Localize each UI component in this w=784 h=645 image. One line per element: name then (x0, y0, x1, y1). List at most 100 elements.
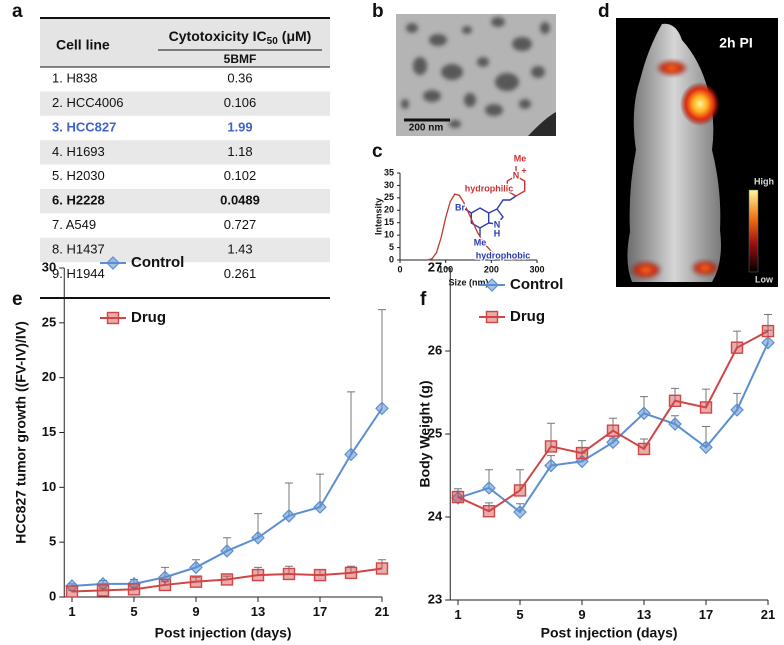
marker (513, 484, 527, 497)
marker (344, 566, 358, 580)
cell-line: 5. H2030 (52, 168, 105, 183)
hot-spot (691, 260, 719, 276)
panel-label: b (372, 1, 384, 22)
marker (251, 568, 265, 582)
cell-line: 9. H1944 (52, 266, 105, 281)
error-bar (764, 313, 772, 332)
y-tick-label: 10 (384, 230, 394, 240)
y-tick-label: 30 (42, 259, 56, 274)
ic50-value: 0.727 (224, 217, 257, 232)
series-line (71, 567, 383, 593)
y-tick-label: 27 (428, 259, 442, 274)
cell-line: 8. H1437 (52, 241, 105, 256)
cell-line: 3. HCC827 (52, 119, 116, 134)
marker (730, 403, 744, 417)
time-label: 2h PI (719, 35, 752, 51)
x-tick-label: 0 (397, 265, 402, 275)
colorbar-low: Low (755, 274, 774, 284)
panel-label: e (12, 289, 23, 310)
y-tick-label: 15 (42, 424, 56, 439)
legend-marker (485, 278, 499, 292)
panel-label: f (420, 289, 427, 310)
series-line (71, 407, 383, 588)
x-tick-label: 300 (529, 265, 544, 275)
table-header: Cytotoxicity IC50 (μM) (169, 28, 312, 47)
panel-label: a (12, 1, 23, 22)
structure-label: Br (455, 202, 465, 212)
y-tick-label: 0 (49, 588, 56, 603)
y-tick-label: 24 (428, 508, 443, 523)
x-tick-label: 13 (637, 607, 651, 622)
marker (699, 401, 713, 414)
marker (189, 575, 203, 588)
header-subscript: 50 (267, 36, 279, 47)
y-tick-label: 5 (49, 534, 56, 549)
cell-line: 1. H838 (52, 71, 98, 86)
marker (544, 440, 558, 453)
y-tick-label: 25 (42, 314, 56, 329)
legend-label: Drug (131, 309, 166, 326)
header-text: Cytotoxicity IC (169, 28, 267, 44)
cell-line: 2. HCC4006 (52, 95, 124, 110)
legend-marker (485, 310, 499, 324)
y-tick-label: 25 (384, 192, 394, 202)
structure-label: N (513, 170, 520, 180)
structure-label: Me (474, 237, 487, 247)
marker (282, 567, 296, 581)
error-bar (285, 565, 293, 574)
marker (220, 573, 234, 586)
error-bar (254, 566, 262, 576)
x-tick-label: 9 (192, 604, 199, 619)
error-bar (378, 309, 386, 409)
marker (668, 394, 682, 407)
ic50-value: 1.99 (227, 119, 252, 134)
y-axis-label: Body Weight (g) (417, 380, 433, 487)
tem-edge (528, 112, 556, 136)
marker (637, 406, 651, 421)
error-bar (671, 387, 679, 401)
tem-image: 200 nm (396, 14, 556, 136)
error-bar (516, 469, 524, 491)
marker (668, 417, 682, 431)
x-tick-label: 1 (454, 607, 461, 622)
y-tick-label: 23 (428, 591, 442, 606)
colorbar-high: High (754, 176, 774, 186)
ic50-value: 0.0489 (220, 193, 260, 208)
legend-label: Control (510, 276, 563, 293)
marker (606, 424, 620, 437)
error-bar (547, 422, 555, 447)
cell-line: 7. A549 (52, 217, 96, 232)
error-bar (609, 417, 617, 431)
y-tick-label: 20 (42, 369, 56, 384)
x-tick-label: 17 (313, 604, 327, 619)
marker (637, 442, 651, 456)
marker (761, 324, 775, 338)
x-tick-label: 9 (578, 607, 585, 622)
marker (158, 578, 172, 592)
ic50-value: 1.18 (227, 144, 252, 159)
marker (313, 568, 327, 582)
x-tick-label: 5 (130, 604, 137, 619)
scale-bar-label: 200 nm (409, 123, 444, 134)
hot-spot (656, 60, 688, 76)
legend-marker (106, 256, 120, 270)
ic50-value: 1.43 (227, 241, 252, 256)
x-tick-label: 200 (484, 265, 499, 275)
chemical-structure (464, 166, 526, 236)
x-tick-label: 100 (438, 265, 453, 275)
series-line (427, 193, 515, 261)
structure-label: hydrophilic (465, 183, 514, 193)
marker (375, 562, 389, 575)
y-axis-label: Intensity (373, 198, 383, 235)
ic50-value: 0.106 (224, 95, 257, 110)
y-tick-label: 20 (384, 205, 394, 215)
x-tick-label: 21 (375, 604, 389, 619)
y-tick-label: 25 (428, 425, 442, 440)
table: Cell line Cytotoxicity IC50 (μM) 5BMF 1. … (40, 17, 330, 299)
marker (699, 440, 713, 455)
marker (761, 335, 775, 350)
marker (482, 504, 496, 518)
marker (127, 583, 141, 596)
y-tick-label: 26 (428, 342, 442, 357)
marker (96, 584, 110, 597)
